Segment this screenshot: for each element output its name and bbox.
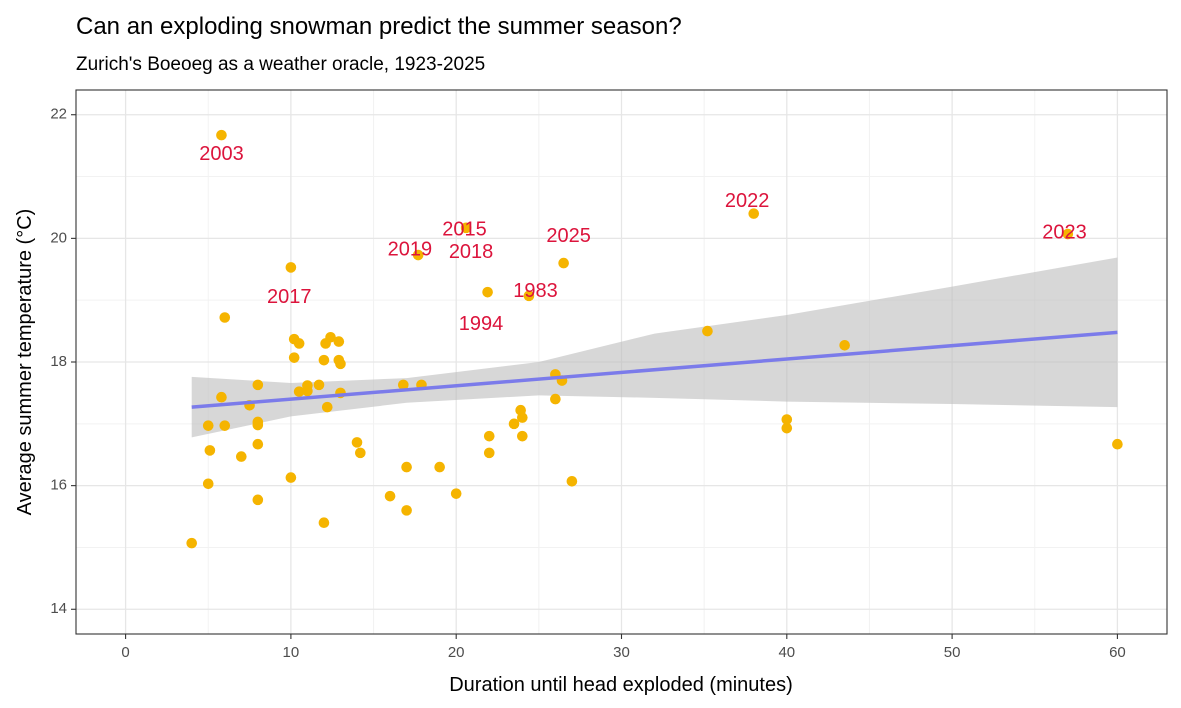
data-point	[566, 476, 578, 487]
year-label: 2017	[267, 286, 312, 308]
data-point	[202, 478, 214, 490]
year-label: 1983	[513, 280, 558, 302]
year-label: 2023	[1042, 222, 1087, 244]
year-label: 2019	[388, 238, 433, 260]
data-point	[302, 385, 313, 397]
y-axis-ticks: 14 16 18 20 22	[50, 106, 76, 617]
data-point	[401, 505, 412, 516]
data-point	[550, 393, 561, 405]
x-tick-label: 40	[778, 644, 795, 661]
x-tick-label: 30	[613, 644, 630, 661]
data-point	[781, 414, 793, 425]
data-point	[252, 494, 264, 506]
x-axis-title: Duration until head exploded (minutes)	[449, 674, 793, 696]
data-point	[252, 379, 264, 391]
year-label: 2003	[199, 143, 244, 165]
data-point	[351, 437, 363, 448]
x-tick-label: 20	[448, 644, 465, 661]
data-point	[355, 447, 366, 459]
chart-title: Can an exploding snowman predict the sum…	[76, 13, 682, 40]
data-point	[483, 447, 495, 459]
year-label: 2025	[546, 225, 591, 247]
data-point	[384, 490, 396, 502]
data-point	[216, 391, 227, 403]
data-point	[1112, 438, 1123, 450]
y-tick-label: 16	[50, 477, 67, 494]
data-point	[252, 419, 264, 431]
data-point	[219, 420, 231, 431]
confidence-band	[191, 257, 1118, 438]
data-point	[558, 257, 569, 269]
data-point	[781, 422, 793, 434]
data-point	[335, 358, 346, 370]
data-point	[398, 379, 409, 391]
data-point	[483, 430, 495, 442]
data-point	[450, 488, 462, 499]
x-axis-ticks: 0 10 20 30 40 50 60	[121, 634, 1126, 661]
chart-subtitle: Zurich's Boeoeg as a weather oracle, 192…	[76, 54, 485, 75]
y-axis-title: Average summer temperature (°C)	[14, 209, 36, 516]
trend-line	[191, 330, 1118, 409]
x-tick-label: 60	[1109, 644, 1126, 661]
data-point	[285, 472, 297, 483]
data-point	[523, 290, 535, 302]
data-point	[460, 222, 472, 234]
year-label: 1994	[459, 313, 504, 335]
data-point	[434, 461, 445, 473]
data-point	[293, 386, 305, 397]
data-points	[186, 129, 1123, 549]
data-point	[325, 331, 336, 343]
x-tick-label: 10	[283, 644, 300, 661]
data-point	[288, 352, 300, 363]
data-point	[318, 517, 330, 529]
y-tick-label: 14	[50, 600, 67, 617]
data-point	[333, 336, 345, 347]
data-point	[482, 286, 493, 298]
data-point	[202, 420, 214, 431]
x-tick-label: 0	[121, 644, 129, 661]
data-point	[219, 312, 231, 323]
data-point	[204, 445, 216, 456]
data-point	[236, 451, 247, 462]
data-point	[313, 379, 325, 391]
data-point	[508, 418, 520, 430]
data-point	[702, 325, 713, 337]
data-point	[412, 249, 424, 261]
y-tick-label: 20	[50, 229, 67, 246]
data-point	[517, 430, 528, 442]
data-point	[186, 537, 198, 549]
year-label: 2015	[442, 219, 487, 241]
data-point	[839, 340, 850, 351]
year-label: 2022	[725, 190, 770, 212]
data-point	[318, 354, 330, 366]
data-point	[293, 338, 305, 349]
y-tick-label: 18	[50, 353, 67, 370]
data-point	[517, 412, 528, 423]
data-point	[321, 401, 333, 413]
year-label: 2018	[449, 241, 494, 263]
data-point	[252, 438, 264, 450]
data-point	[285, 262, 297, 273]
x-tick-label: 50	[944, 644, 961, 661]
data-point	[216, 129, 227, 141]
data-point	[401, 461, 412, 473]
data-point	[1062, 228, 1074, 240]
data-point	[748, 208, 760, 219]
year-labels: 2003 2022 2023 2015 2025 2019 2018 2017 1983 1994	[199, 143, 1087, 335]
y-tick-label: 22	[50, 106, 67, 123]
